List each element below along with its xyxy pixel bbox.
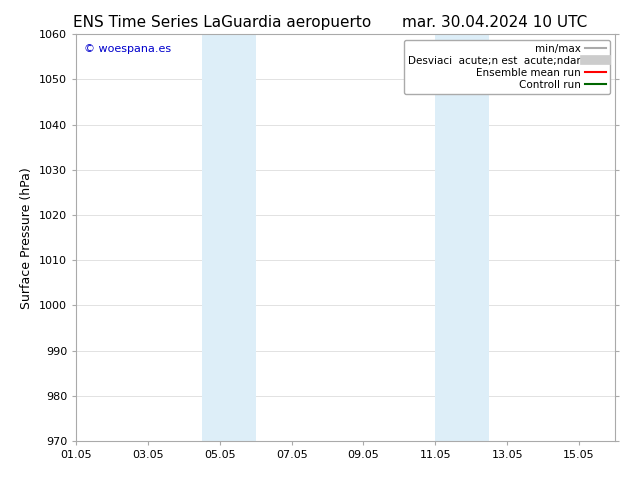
Y-axis label: Surface Pressure (hPa): Surface Pressure (hPa)	[20, 167, 34, 309]
Bar	[202, 34, 256, 441]
Text: ENS Time Series LaGuardia aeropuerto: ENS Time Series LaGuardia aeropuerto	[73, 15, 371, 30]
Legend: min/max, Desviaci  acute;n est  acute;ndar, Ensemble mean run, Controll run: min/max, Desviaci acute;n est acute;ndar…	[404, 40, 610, 94]
Text: mar. 30.04.2024 10 UTC: mar. 30.04.2024 10 UTC	[402, 15, 587, 30]
Text: © woespana.es: © woespana.es	[84, 45, 171, 54]
Bar	[436, 34, 489, 441]
